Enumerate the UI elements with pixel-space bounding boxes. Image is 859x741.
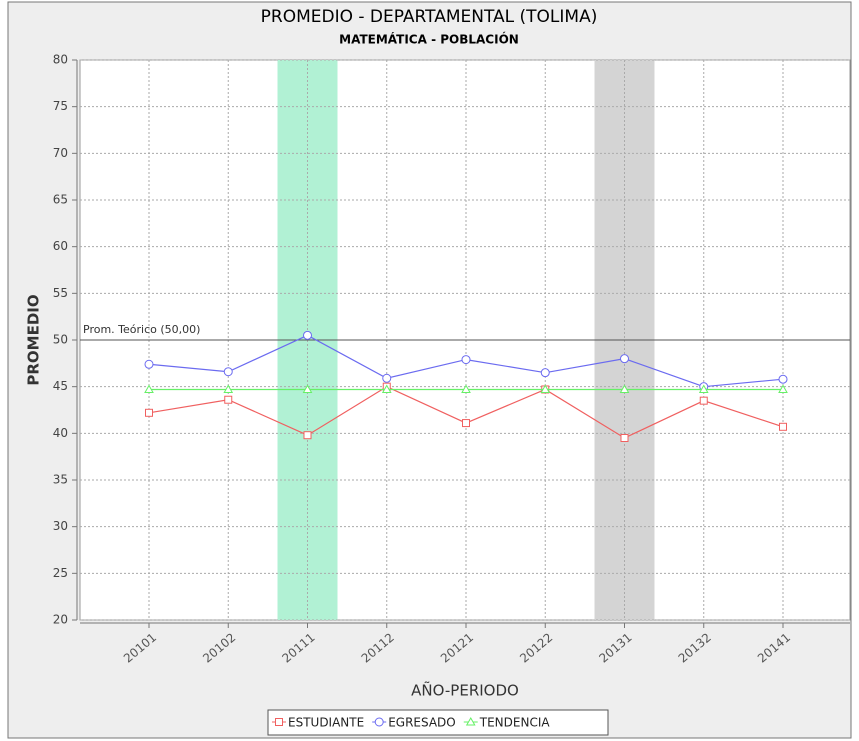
y-tick-label: 40 <box>53 426 68 440</box>
y-tick-label: 45 <box>53 379 68 393</box>
y-tick-label: 55 <box>53 286 68 300</box>
data-point <box>540 368 550 378</box>
reference-label: Prom. Teórico (50,00) <box>83 323 200 336</box>
y-tick-label: 50 <box>53 333 68 347</box>
data-point <box>699 396 708 405</box>
data-point <box>698 384 709 393</box>
data-point <box>144 359 154 369</box>
data-point <box>223 384 234 393</box>
data-point <box>381 384 392 393</box>
y-tick-label: 75 <box>53 99 68 113</box>
data-point <box>619 384 630 393</box>
legend <box>267 709 609 736</box>
data-point <box>303 330 312 340</box>
y-tick-label: 80 <box>53 53 68 67</box>
legend-label: ESTUDIANTE <box>288 716 364 730</box>
y-axis-label: PROMEDIO <box>25 294 43 385</box>
y-tick-label: 20 <box>53 613 68 627</box>
data-point <box>620 434 629 442</box>
data-point <box>223 367 233 377</box>
y-tick-label: 60 <box>53 239 68 253</box>
y-tick-label: 25 <box>53 566 68 580</box>
data-point <box>302 384 313 393</box>
y-tick-label: 30 <box>53 519 68 533</box>
data-point <box>224 395 233 404</box>
legend-marker <box>275 718 283 726</box>
legend-marker <box>374 717 384 727</box>
data-point <box>303 431 312 440</box>
chart-subtitle: MATEMÁTICA - POBLACIÓN <box>339 32 519 47</box>
data-point <box>620 354 629 364</box>
y-tick-label: 65 <box>53 193 68 207</box>
data-point <box>144 384 154 393</box>
y-tick-label: 70 <box>53 146 68 160</box>
data-point <box>461 384 471 393</box>
data-point <box>462 419 470 428</box>
data-point <box>540 384 551 393</box>
data-point <box>145 408 153 417</box>
data-point <box>461 355 471 365</box>
legend-label: EGRESADO <box>388 716 456 730</box>
data-point <box>779 422 787 431</box>
data-point <box>778 384 788 393</box>
x-axis-label: AÑO-PERIODO <box>411 681 519 700</box>
legend-marker <box>465 716 476 726</box>
chart-title: PROMEDIO - DEPARTAMENTAL (TOLIMA) <box>261 7 598 27</box>
y-tick-label: 35 <box>53 473 68 487</box>
data-point <box>382 373 392 383</box>
legend-label: TENDENCIA <box>479 716 551 730</box>
data-point <box>778 374 788 384</box>
